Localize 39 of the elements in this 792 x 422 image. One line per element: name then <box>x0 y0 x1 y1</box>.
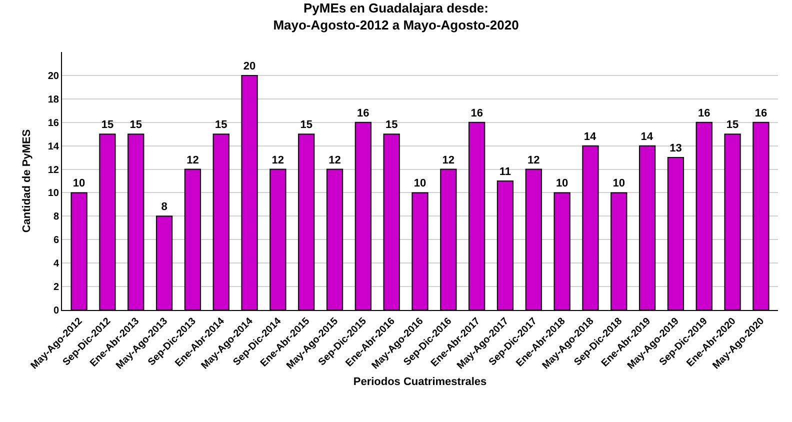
data-label: 15 <box>214 119 228 132</box>
data-label: 12 <box>272 154 284 166</box>
data-label: 16 <box>754 107 768 120</box>
data-label: 15 <box>385 119 398 132</box>
y-tick-label: 0 <box>53 306 60 316</box>
data-label: 13 <box>670 142 682 155</box>
y-tick-label: 4 <box>53 258 60 270</box>
y-tick-label: 8 <box>53 212 60 223</box>
data-label: 10 <box>72 178 86 190</box>
data-label: 20 <box>243 60 256 72</box>
data-label: 12 <box>528 154 540 166</box>
x-axis-title: Periodos Cuatrimestrales <box>353 376 487 388</box>
data-label: 8 <box>161 201 168 214</box>
y-tick-label: 18 <box>48 94 60 106</box>
y-tick-label: 12 <box>48 164 60 176</box>
y-tick-label: 14 <box>48 141 60 152</box>
data-label: 10 <box>612 178 626 190</box>
y-axis-title: Cantidad de PyMES <box>21 129 33 233</box>
data-label: 15 <box>101 119 114 132</box>
data-label: 12 <box>328 154 341 166</box>
y-tick-label: 10 <box>48 188 60 200</box>
data-label: 14 <box>584 130 598 143</box>
data-label: 16 <box>698 107 710 120</box>
y-tick-label: 6 <box>53 235 60 246</box>
data-label: 10 <box>556 178 568 190</box>
data-label: 15 <box>726 119 739 132</box>
y-tick-label: 2 <box>53 282 60 294</box>
data-label: 11 <box>499 166 512 178</box>
chart-title: PyMEs en Guadalajara desde: Mayo-Agosto-2012 a Mayo-Agosto-2020 <box>273 0 519 33</box>
data-label: 14 <box>640 130 654 143</box>
data-label: 16 <box>470 107 483 120</box>
y-tick-label: 20 <box>48 70 60 82</box>
data-label: 12 <box>442 154 455 166</box>
data-label: 16 <box>357 107 370 120</box>
data-label: 10 <box>414 178 426 190</box>
data-label: 15 <box>130 119 142 132</box>
data-label: 12 <box>186 154 199 166</box>
y-tick-label: 16 <box>48 118 60 129</box>
data-label: 15 <box>300 119 312 132</box>
